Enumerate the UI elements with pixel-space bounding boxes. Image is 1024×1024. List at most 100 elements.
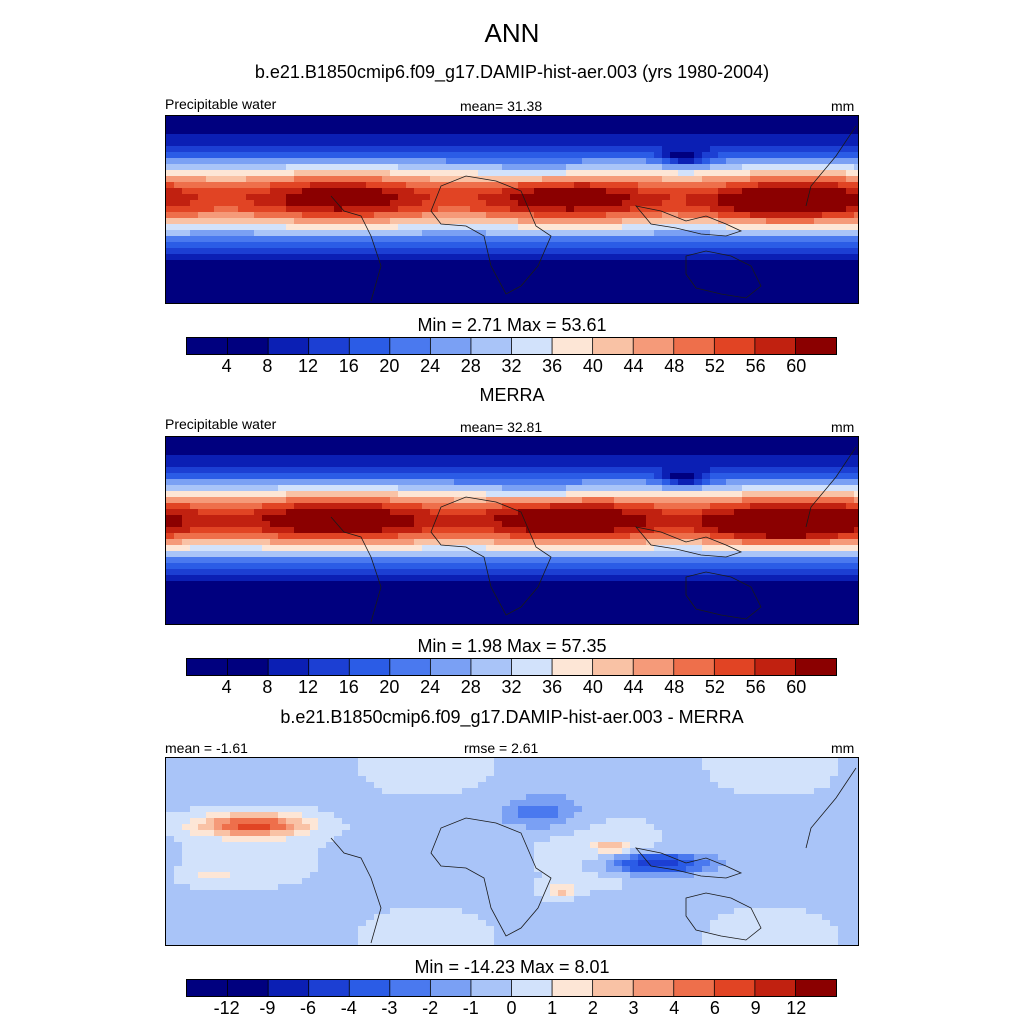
field-cell (438, 575, 447, 582)
field-cell (774, 461, 783, 468)
field-cell (502, 266, 511, 273)
field-cell (694, 146, 703, 153)
field-cell (222, 296, 231, 303)
field-cell (430, 497, 439, 504)
field-cell (654, 266, 663, 273)
field-cell (846, 116, 855, 123)
field-cell (438, 527, 447, 534)
field-cell (486, 122, 495, 129)
field-cell (702, 206, 711, 213)
field-cell (262, 479, 271, 486)
field-cell (742, 527, 751, 534)
field-cell (294, 533, 303, 540)
field-cell (566, 491, 575, 498)
field-cell (582, 497, 591, 504)
field-cell (166, 545, 175, 552)
field-cell (302, 290, 311, 297)
field-cell (294, 164, 303, 171)
field-cell (718, 116, 727, 123)
field-cell (318, 194, 327, 201)
field-cell (518, 116, 527, 123)
field-cell (310, 230, 319, 237)
field-cell (710, 182, 719, 189)
field-cell (646, 521, 655, 528)
field-cell (182, 188, 191, 195)
field-cell (598, 296, 607, 303)
field-cell (814, 170, 823, 177)
figure-title: ANN (484, 18, 540, 48)
field-cell (358, 278, 367, 285)
field-cell (526, 122, 535, 129)
field-cell (630, 122, 639, 129)
field-cell (414, 128, 423, 135)
field-cell (366, 503, 375, 510)
field-cell (774, 224, 783, 231)
field-cell (246, 182, 255, 189)
field-cell (742, 152, 751, 159)
field-cell (182, 134, 191, 141)
field-cell (694, 509, 703, 516)
field-cell (662, 140, 671, 147)
field-cell (366, 260, 375, 267)
field-cell (638, 278, 647, 285)
field-cell (398, 284, 407, 291)
field-cell (254, 545, 263, 552)
field-cell (430, 545, 439, 552)
field-cell (318, 551, 327, 558)
field-cell (518, 152, 527, 159)
field-cell (438, 473, 447, 480)
field-cell (758, 116, 767, 123)
field-cell (166, 242, 175, 249)
colorbar-tick-label: 40 (582, 356, 603, 376)
field-cell (374, 521, 383, 528)
field-cell (350, 455, 359, 462)
field-cell (462, 473, 471, 480)
field-cell (718, 473, 727, 480)
field-cell (766, 242, 775, 249)
field-cell (198, 170, 207, 177)
field-cell (446, 473, 455, 480)
field-cell (758, 479, 767, 486)
field-cell (822, 266, 831, 273)
field-cell (262, 152, 271, 159)
field-cell (382, 581, 391, 588)
field-cell (494, 533, 503, 540)
field-cell (286, 503, 295, 510)
field-cell (510, 194, 519, 201)
field-cell (358, 152, 367, 159)
field-cell (822, 176, 831, 183)
field-cell (830, 557, 839, 564)
field-cell (814, 455, 823, 462)
field-cell (806, 503, 815, 510)
field-cell (310, 272, 319, 279)
field-cell (678, 278, 687, 285)
field-cell (366, 182, 375, 189)
field-cell (742, 551, 751, 558)
field-cell (590, 164, 599, 171)
field-cell (582, 230, 591, 237)
field-cell (366, 200, 375, 207)
field-cell (438, 461, 447, 468)
field-cell (558, 260, 567, 267)
field-cell (350, 176, 359, 183)
field-cell (606, 509, 615, 516)
field-cell (310, 527, 319, 534)
field-cell (534, 200, 543, 207)
field-cell (726, 224, 735, 231)
field-cell (726, 230, 735, 237)
field-cell (718, 533, 727, 540)
field-cell (422, 128, 431, 135)
field-cell (726, 290, 735, 297)
panel-1-colorbar (186, 337, 837, 355)
field-cell (854, 224, 858, 231)
field-cell (286, 473, 295, 480)
field-cell (558, 248, 567, 255)
field-cell (462, 515, 471, 522)
field-cell (278, 122, 287, 129)
field-cell (342, 212, 351, 219)
field-cell (638, 449, 647, 456)
field-cell (502, 146, 511, 153)
field-cell (198, 461, 207, 468)
field-cell (606, 503, 615, 510)
field-cell (174, 521, 183, 528)
